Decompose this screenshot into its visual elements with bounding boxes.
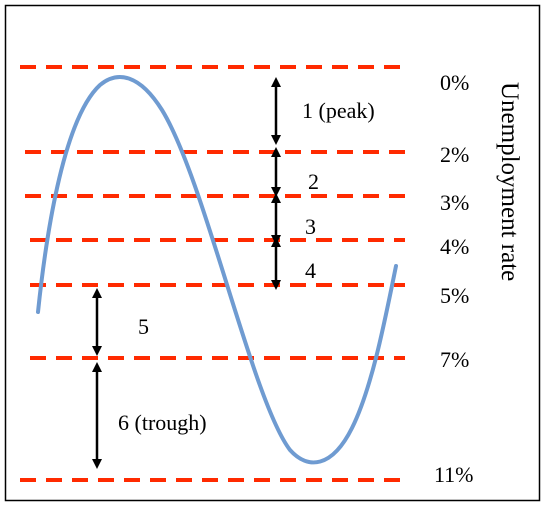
zone-label-2: 2 — [308, 169, 319, 194]
level-label-7: 7% — [440, 347, 469, 372]
zone-label-1: 1 (peak) — [302, 98, 375, 123]
cycle-curve — [36, 75, 398, 465]
zone-label-3: 3 — [305, 214, 316, 239]
zone-label-6: 6 (trough) — [118, 410, 207, 435]
level-lines — [20, 65, 405, 482]
zone-arrows — [92, 77, 281, 469]
level-labels: 0% 2% 3% 4% 5% 7% 11% — [434, 70, 474, 487]
level-label-11: 11% — [434, 462, 474, 487]
axis-title: Unemployment rate — [496, 82, 523, 281]
zone-label-5: 5 — [138, 314, 149, 339]
level-label-5: 5% — [440, 283, 469, 308]
zone-label-4: 4 — [305, 258, 316, 283]
level-label-0: 0% — [440, 70, 469, 95]
level-label-2: 2% — [440, 142, 469, 167]
zone-labels: 1 (peak) 2 3 4 5 6 (trough) — [118, 98, 375, 435]
level-label-4: 4% — [440, 234, 469, 259]
level-label-3: 3% — [440, 190, 469, 215]
